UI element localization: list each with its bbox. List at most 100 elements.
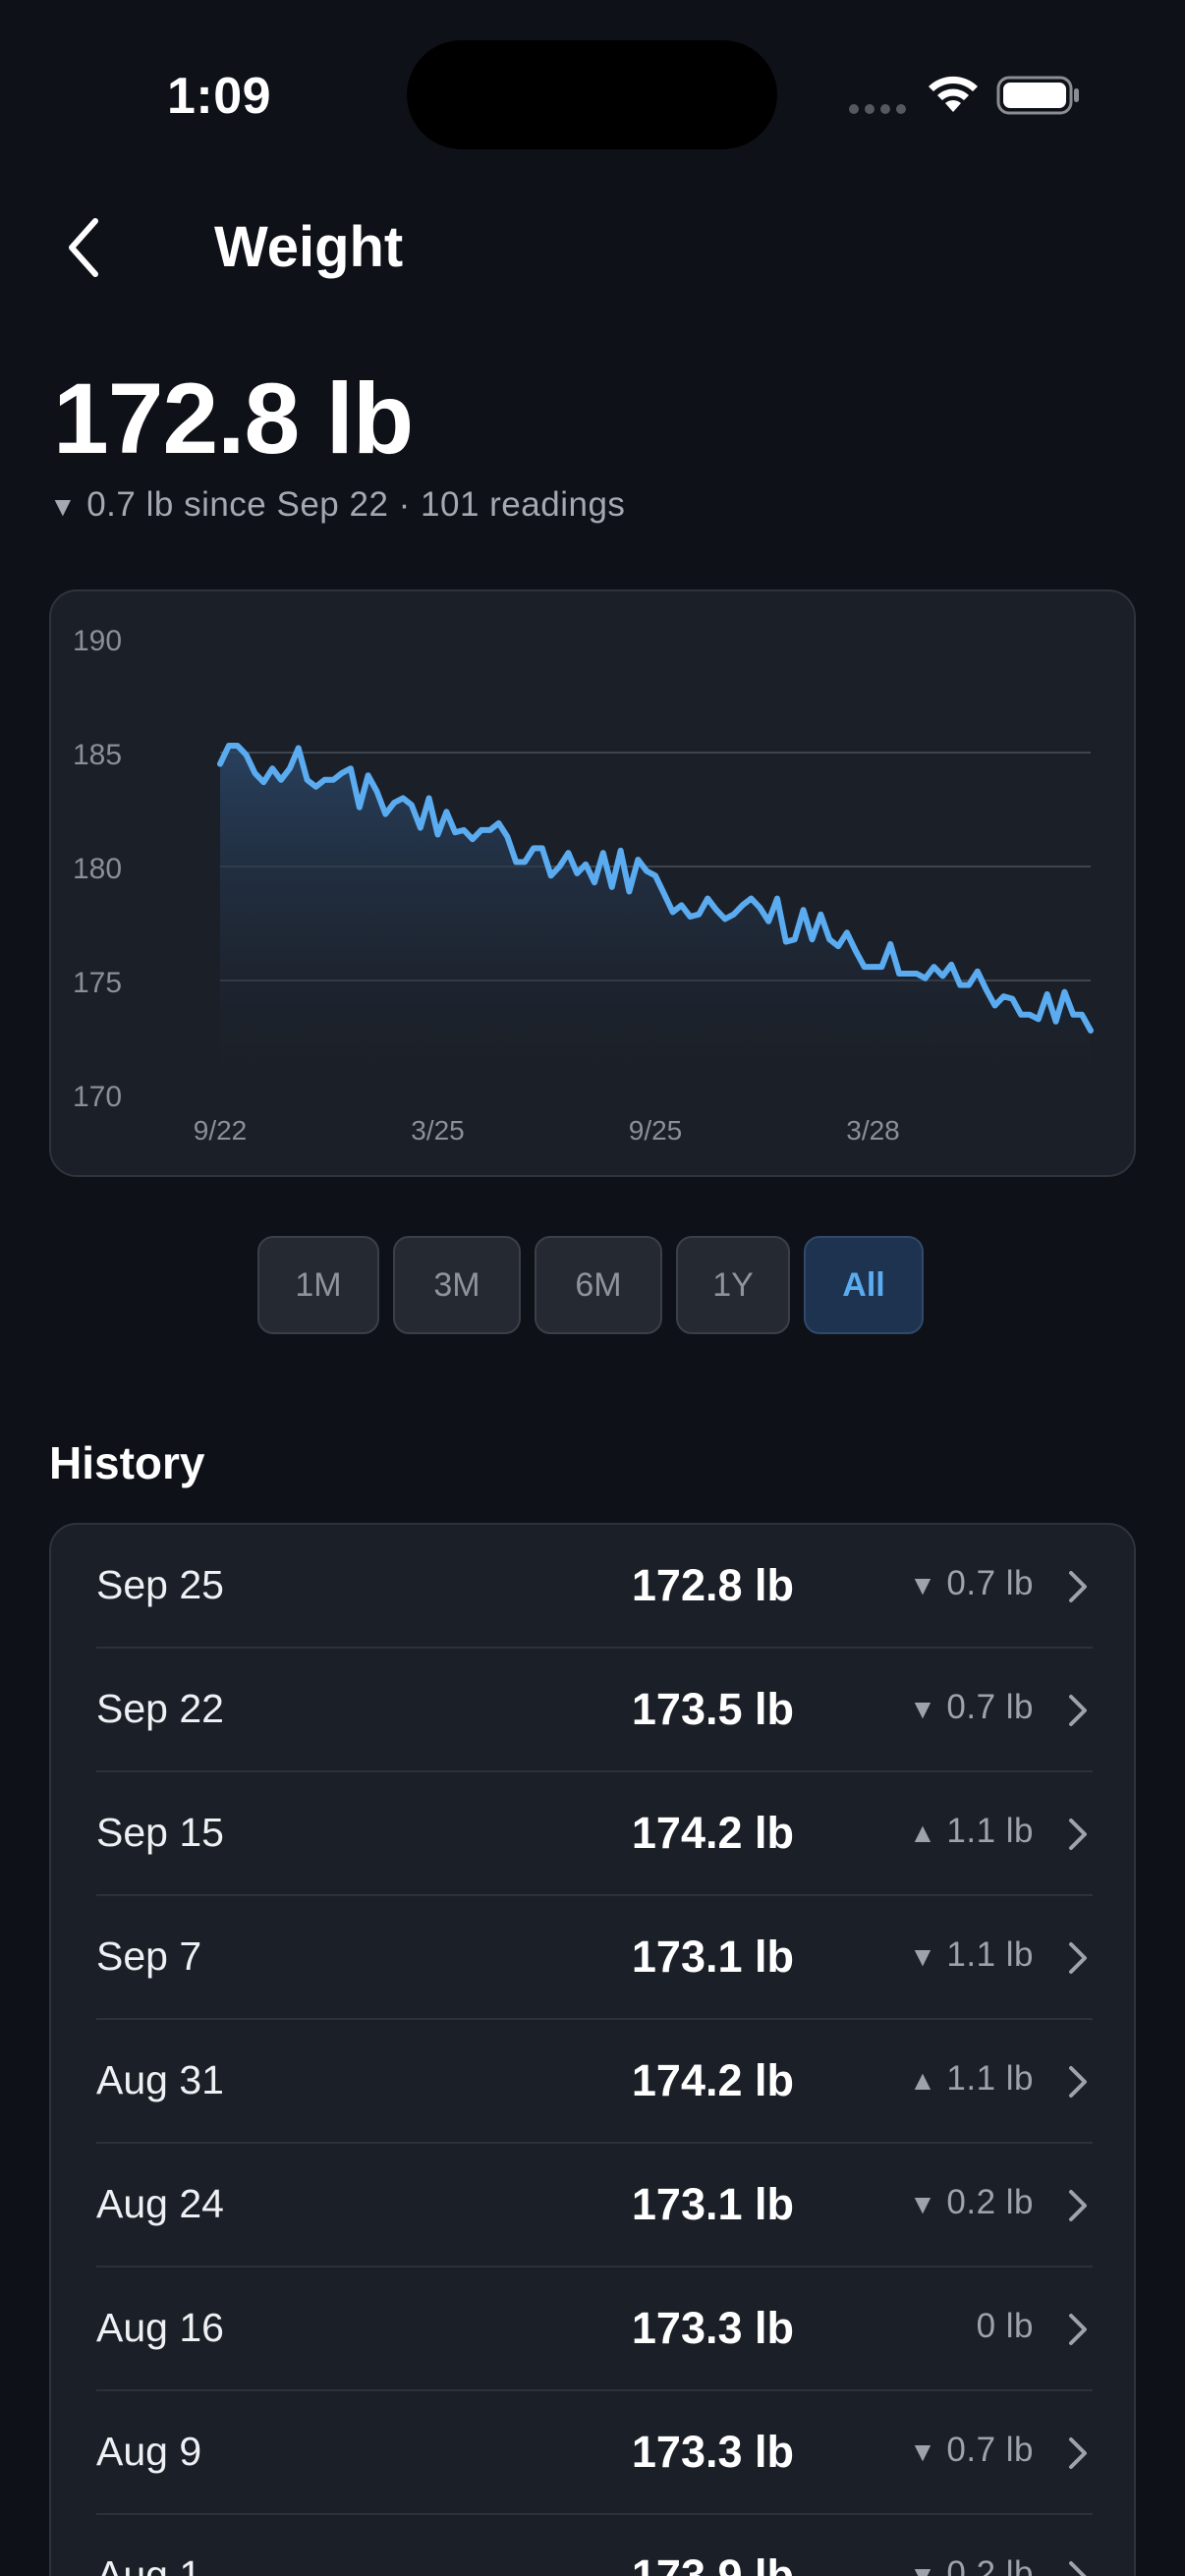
down-arrow-icon: ▼: [49, 491, 78, 522]
up-arrow-icon: ▲: [909, 2065, 937, 2096]
history-row-delta: ▼ 0.7 lb: [909, 2431, 1034, 2470]
down-arrow-icon: ▼: [909, 1570, 937, 1600]
history-row-delta-value: 0.7 lb: [946, 2431, 1034, 2469]
chevron-right-icon: [1069, 1571, 1087, 1602]
history-row[interactable]: Aug 31 174.2 lb ▲ 1.1 lb: [51, 2020, 1134, 2144]
x-tick-label: 9/25: [629, 1115, 683, 1146]
history-row[interactable]: Sep 25 172.8 lb ▼ 0.7 lb: [51, 1525, 1134, 1649]
down-arrow-icon: ▼: [909, 1941, 937, 1972]
history-heading: History: [49, 1437, 205, 1488]
change-summary: ▼ 0.7 lb since Sep 22 · 101 readings: [49, 485, 625, 525]
history-row-date: Aug 16: [96, 2305, 224, 2350]
history-row[interactable]: Aug 16 173.3 lb 0 lb: [51, 2268, 1134, 2391]
page-title: Weight: [214, 215, 404, 279]
history-row-weight: 172.8 lb: [631, 1560, 794, 1610]
history-row-date: Sep 15: [96, 1810, 224, 1855]
row-divider: [96, 2142, 1093, 2144]
history-row-weight: 173.3 lb: [631, 2303, 794, 2353]
history-row-date: Aug 31: [96, 2057, 224, 2102]
history-row-date: Aug 24: [96, 2181, 224, 2226]
range-button-1m[interactable]: 1M: [257, 1236, 379, 1334]
history-row-delta: ▲ 1.1 lb: [909, 1812, 1034, 1851]
chevron-right-icon: [1069, 2314, 1087, 2345]
row-divider: [96, 1770, 1093, 1772]
chevron-right-icon: [1069, 1942, 1087, 1974]
history-row-weight: 173.1 lb: [631, 1932, 794, 1982]
range-button-6m[interactable]: 6M: [535, 1236, 662, 1334]
x-tick-label: 3/28: [846, 1115, 900, 1146]
history-row[interactable]: Sep 7 173.1 lb ▼ 1.1 lb: [51, 1896, 1134, 2020]
up-arrow-icon: ▲: [909, 1818, 937, 1848]
history-row-delta-value: 1.1 lb: [946, 1812, 1034, 1850]
history-row-delta-value: 0.7 lb: [946, 1688, 1034, 1726]
dynamic-island: [407, 40, 777, 149]
range-button-1y[interactable]: 1Y: [676, 1236, 790, 1334]
weight-chart: 190 185 180 175 170 9/22 3/25 9/25 3/28: [49, 589, 1136, 1177]
y-tick-label: 185: [73, 739, 122, 771]
y-tick-label: 190: [73, 625, 122, 657]
down-arrow-icon: ▼: [909, 1694, 937, 1724]
weight-chart-svg: 190 185 180 175 170 9/22 3/25 9/25 3/28: [73, 625, 1094, 1146]
history-row-weight: 174.2 lb: [631, 1808, 794, 1858]
range-selector: 1M 3M 6M 1Y All: [257, 1236, 924, 1334]
wifi-icon: [929, 76, 978, 112]
history-row[interactable]: Aug 1 173.9 lb ▼ 0.2 lb: [51, 2515, 1134, 2576]
y-tick-label: 175: [73, 967, 122, 999]
row-divider: [96, 1894, 1093, 1896]
history-row-weight: 173.3 lb: [631, 2427, 794, 2477]
series-line: [217, 743, 1094, 1034]
row-divider: [96, 2018, 1093, 2020]
history-row-date: Sep 25: [96, 1562, 224, 1607]
history-row-delta-value: 0.2 lb: [946, 2183, 1034, 2221]
history-row-weight: 173.1 lb: [631, 2179, 794, 2229]
history-list: Sep 25 172.8 lb ▼ 0.7 lb Sep 22 173.5 lb ▼ 0.7 …: [49, 1523, 1136, 2576]
status-time: 1:09: [167, 68, 272, 125]
cellular-signal-icon: [849, 104, 906, 114]
history-row[interactable]: Sep 22 173.5 lb ▼ 0.7 lb: [51, 1649, 1134, 1772]
history-row-weight: 174.2 lb: [631, 2055, 794, 2105]
x-tick-label: 3/25: [411, 1115, 465, 1146]
history-row-delta: ▼ 0.7 lb: [909, 1688, 1034, 1727]
change-summary-text: 0.7 lb since Sep 22 · 101 readings: [86, 485, 626, 524]
chevron-right-icon: [1069, 1819, 1087, 1850]
row-divider: [96, 2266, 1093, 2268]
series-area: [220, 746, 1091, 1094]
range-button-all[interactable]: All: [804, 1236, 924, 1334]
history-row-delta: ▼ 0.2 lb: [909, 2554, 1034, 2576]
history-row-date: Aug 1: [96, 2552, 202, 2576]
chevron-right-icon: [1069, 2066, 1087, 2098]
history-row-delta: ▲ 1.1 lb: [909, 2059, 1034, 2099]
chevron-right-icon: [1069, 1695, 1087, 1726]
history-row[interactable]: Aug 24 173.1 lb ▼ 0.2 lb: [51, 2144, 1134, 2268]
history-row-delta-value: 0.7 lb: [946, 1564, 1034, 1602]
history-row-weight: 173.9 lb: [631, 2550, 794, 2576]
history-row[interactable]: Aug 9 173.3 lb ▼ 0.7 lb: [51, 2391, 1134, 2515]
history-row-delta: 0 lb: [977, 2307, 1034, 2346]
history-row-date: Sep 22: [96, 1686, 224, 1731]
y-tick-label: 180: [73, 853, 122, 885]
chevron-right-icon: [1069, 2437, 1087, 2469]
history-row-date: Sep 7: [96, 1933, 202, 1979]
history-row-delta-value: 1.1 lb: [946, 2059, 1034, 2098]
chevron-left-icon: [69, 218, 98, 277]
row-divider: [96, 2513, 1093, 2515]
x-tick-label: 9/22: [194, 1115, 248, 1146]
history-row-delta: ▼ 1.1 lb: [909, 1935, 1034, 1975]
history-row-weight: 173.5 lb: [631, 1684, 794, 1734]
history-row-delta-value: 1.1 lb: [946, 1935, 1034, 1974]
back-button[interactable]: [49, 208, 118, 287]
y-tick-label: 170: [73, 1081, 122, 1113]
history-row-delta: ▼ 0.7 lb: [909, 1564, 1034, 1603]
chevron-right-icon: [1069, 2561, 1087, 2576]
down-arrow-icon: ▼: [909, 2189, 937, 2219]
chevron-right-icon: [1069, 2190, 1087, 2221]
history-row[interactable]: Sep 15 174.2 lb ▲ 1.1 lb: [51, 1772, 1134, 1896]
history-row-delta-value: 0.2 lb: [946, 2554, 1034, 2576]
history-row-delta-value: 0 lb: [976, 2307, 1034, 2345]
row-divider: [96, 1647, 1093, 1649]
battery-icon: [996, 76, 1079, 115]
down-arrow-icon: ▼: [909, 2436, 937, 2467]
history-row-date: Aug 9: [96, 2429, 202, 2474]
row-divider: [96, 2389, 1093, 2391]
range-button-3m[interactable]: 3M: [393, 1236, 521, 1334]
